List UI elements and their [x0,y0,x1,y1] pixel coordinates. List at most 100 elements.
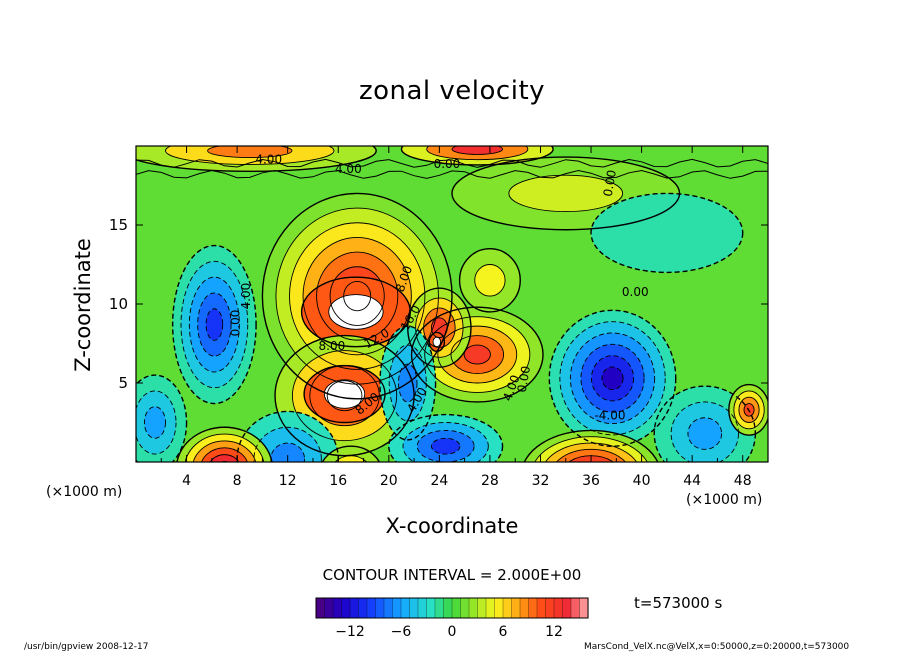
colorbar-swatch-29 [562,597,572,619]
colorbar-swatch-17 [460,597,470,619]
feature-11-band-2 [144,406,166,439]
x-tick-label-20: 20 [380,473,398,489]
colorbar-swatch-16 [451,597,462,619]
feature-3-contour-1 [291,350,398,442]
x-unit-label: (×1000 m) [686,492,763,508]
feature-0-contour-4 [205,308,224,341]
feature-1-contour-1 [275,207,439,385]
feature-14-band-5 [221,461,228,462]
feature-1-contour-3 [302,236,412,356]
feature-6-contour-3 [431,317,448,339]
feature-14-contour-5 [220,461,229,462]
colorbar-tick-0: 0 [448,624,457,640]
feature-17-contour-3 [743,403,755,417]
colorbar-swatch-6 [366,597,377,619]
contour-label-2: 8.00 [319,339,346,353]
feature-16-contour-0 [523,429,659,462]
feature-3-contour-3 [326,380,363,412]
upper-contour-0 [136,169,768,179]
feature-5-band-4 [464,345,491,365]
contour-label-11: 0.00 [601,169,619,198]
feature-17-contour-1 [733,390,765,430]
colorbar-swatch-19 [477,597,487,619]
feature-12-contour-1 [670,401,739,462]
feature-8-contour-0 [548,309,677,447]
feature-8-contour-2 [569,332,656,425]
feature-5-contour-2 [437,325,518,384]
x-tick-label-16: 16 [329,473,347,489]
colorbar-swatch-5 [358,597,368,619]
feature-16-contour-1 [534,436,648,462]
feature-10-contour-2 [416,429,475,462]
contour-interval-label: CONTOUR INTERVAL = 2.000E+00 [322,566,582,584]
y-axis-title: Z-coordinate [71,238,95,372]
feature-0-contour-0 [171,244,257,405]
feature-20-contour-1 [426,146,529,161]
feature-22-contour-0 [590,192,744,274]
feature-8-contour-3 [580,343,645,413]
colorbar-swatch-10 [400,597,411,619]
feature-6-contour-0 [407,287,472,368]
feature-7-contour-1 [432,336,442,348]
feature-9-contour-2 [398,363,418,403]
feature-7-contour-0 [428,331,446,353]
contour-label-12: 0.00 [434,157,461,171]
feature-0-contour-3 [197,292,232,357]
colorbar-swatch-4 [349,597,360,619]
contour-label-13: 4.00 [255,152,282,166]
feature-15-contour-0 [321,445,380,462]
feature-11-contour-1 [136,390,177,455]
feature-1-contour-0 [261,192,453,400]
feature-10-contour-3 [431,437,461,455]
feature-10-band-3 [431,438,460,455]
feature-19-contour-1 [508,174,624,213]
contour-label-10: 0.00 [622,285,649,299]
x-tick-label-48: 48 [734,473,752,489]
feature-16-contour-2 [544,442,638,462]
feature-4-contour-1 [323,379,366,409]
colorbar-swatch-28 [553,597,564,619]
feature-9-contour-0 [379,325,437,441]
x-tick-label-32: 32 [532,473,550,489]
y-tick-label-5: 5 [118,374,128,392]
feature-21-contour-1 [165,146,335,165]
footer-dataset: MarsCond_VelX.nc@VelX,x=0:50000,z=0:2000… [584,642,850,652]
feature-1-contour-2 [289,222,426,370]
chart-title: zonal velocity [358,76,546,106]
feature-17-contour-2 [738,396,760,423]
feature-3-contour-0 [274,334,415,457]
contour-label-14: 4.00 [335,162,362,176]
colorbar-swatch-30 [570,597,581,619]
feature-13-contour-1 [253,426,322,462]
colorbar-swatch-18 [468,597,479,619]
colorbar-swatch-0 [315,597,326,619]
feature-5-contour-1 [424,316,531,393]
x-tick-label-24: 24 [430,473,448,489]
colorbar-tick-12: 12 [545,624,563,640]
contour-lines [136,146,768,462]
y-tick-label-15: 15 [109,216,128,234]
colorbar-swatch-9 [392,597,402,619]
feature-7-core [433,337,441,347]
colorbar-swatch-25 [528,597,538,619]
feature-18-contour-0 [458,247,521,313]
colorbar-swatch-11 [409,597,419,619]
feature-15-contour-1 [334,455,368,462]
colorbar-swatch-31 [579,597,589,619]
upper-contour-1 [136,158,768,168]
feature-4-core [324,379,365,409]
feature-14-contour-0 [176,426,273,462]
feature-13-band-2 [270,443,305,462]
feature-11-contour-2 [143,406,166,439]
colorbar-swatch-8 [383,597,394,619]
contour-label-1: 0.00 [229,310,243,337]
feature-21-contour-0 [136,146,377,172]
colorbar-swatch-21 [494,597,504,619]
feature-21-band-2 [207,146,292,158]
feature-18-contour-1 [474,264,506,297]
contour-label-0: 4.00 [239,283,253,310]
x-tick-label-40: 40 [633,473,651,489]
feature-5-contour-3 [450,335,505,374]
feature-20-contour-0 [400,146,554,166]
feature-18-band-1 [474,264,506,297]
